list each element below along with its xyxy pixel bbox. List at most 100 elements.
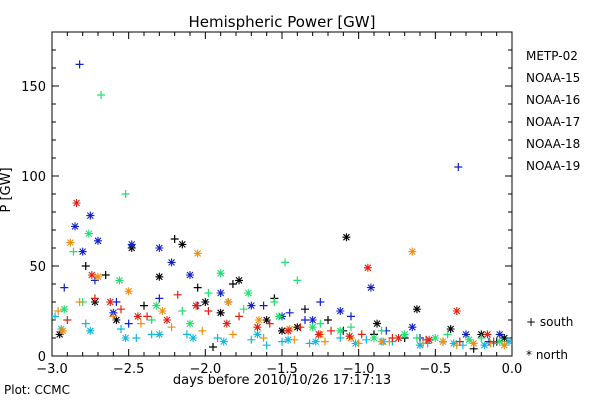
noaa-17-north-point [400,330,409,339]
noaa-17-south-point [178,307,187,315]
noaa-19-north-point [106,298,115,306]
metp-02-south-point [81,262,90,270]
noaa-19-north-point [163,316,171,324]
noaa-15-south-point [259,301,268,310]
noaa-17-north-point [274,312,283,321]
noaa-17-north-point [84,229,93,238]
noaa-19-south-point [327,326,336,335]
metp-02-south-point [193,283,202,292]
noaa-16-north-point [449,339,458,348]
noaa-17-north-point [60,305,69,314]
metp-02-north-point [216,308,225,317]
noaa-18-south-point [290,335,299,344]
noaa-19-north-point [394,334,403,342]
noaa-16-south-point [147,330,156,339]
noaa-16-north-point [480,341,489,350]
y-tick-label: 100 [21,170,46,185]
noaa-19-north-point [284,326,293,335]
noaa-18-north-point [158,307,167,315]
noaa-18-south-point [354,339,363,348]
noaa-18-north-point [500,341,509,350]
y-axis-label: P [GW] [0,167,14,212]
noaa-19-south-point [357,330,366,339]
noaa-19-north-point [314,330,323,339]
noaa-19-south-point [117,305,125,314]
noaa-17-south-point [69,247,78,256]
x-tick-label: −3.0 [36,362,68,377]
noaa-15-south-point [285,308,294,317]
noaa-16-north-point [253,330,262,339]
noaa-19-south-point [90,294,99,303]
metp-02-south-point [209,343,217,351]
noaa-17-south-point [281,258,290,267]
noaa-19-south-point [173,290,182,299]
noaa-15-north-point [495,330,504,339]
noaa-15-south-point [75,60,84,69]
noaa-17-north-point [495,337,504,346]
noaa-15-north-point [216,289,225,297]
noaa-16-south-point [336,334,345,342]
noaa-19-south-point [296,323,305,332]
metp-02-south-point [170,235,179,243]
noaa-15-north-point [366,283,375,292]
noaa-19-north-point [133,312,142,321]
noaa-16-south-point [262,341,271,350]
noaa-18-south-point [259,334,268,342]
plot-credit: Plot: CCMC [4,383,70,397]
noaa-15-north-point [336,307,345,315]
noaa-15-north-point [186,271,194,279]
noaa-19-north-point [363,263,372,272]
noaa-19-south-point [235,312,244,321]
noaa-18-north-point [94,272,102,281]
legend-entry: NOAA-16 [526,93,580,107]
noaa-16-north-point [416,341,424,350]
noaa-15-north-point [155,244,164,252]
x-tick-label: −0.5 [420,362,452,377]
metp-02-south-point [301,305,309,314]
metp-02-south-point [140,301,148,310]
noaa-17-south-point [204,289,213,297]
x-tick-label: −2.5 [113,362,145,377]
noaa-16-south-point [182,330,191,339]
noaa-18-north-point [255,316,263,324]
noaa-15-north-point [78,247,87,256]
noaa-17-south-point [443,330,452,339]
noaa-18-south-point [320,337,329,346]
noaa-15-south-point [347,312,355,321]
noaa-15-south-point [155,294,164,303]
noaa-16-south-point [117,325,125,333]
x-tick-label: −2.0 [190,362,222,377]
metp-02-north-point [262,316,271,324]
noaa-17-north-point [186,319,194,328]
marker-key-north: * north [526,348,568,362]
noaa-18-north-point [193,249,202,258]
noaa-16-north-point [189,334,198,342]
noaa-17-north-point [216,269,225,278]
x-tick-label: 0.0 [502,362,523,377]
noaa-19-south-point [265,319,274,328]
legend-entry: NOAA-19 [526,159,580,173]
noaa-17-south-point [121,190,130,198]
noaa-15-north-point [167,258,176,267]
noaa-19-south-point [143,312,152,321]
metp-02-north-point [201,298,210,306]
noaa-18-south-point [75,298,84,306]
noaa-15-north-point [127,240,136,249]
noaa-15-north-point [94,236,102,245]
metp-02-north-point [55,330,64,339]
noaa-16-north-point [284,335,293,344]
noaa-17-north-point [431,334,440,342]
metp-02-south-point [324,316,332,324]
noaa-15-north-point [71,222,79,231]
metp-02-north-point [178,240,187,249]
noaa-15-north-point [462,330,470,339]
noaa-19-north-point [425,335,434,344]
x-axis-label: days before 2010/10/26 17:17:13 [173,373,391,388]
noaa-18-north-point [377,337,386,346]
noaa-15-south-point [454,163,463,171]
noaa-16-north-point [219,337,228,346]
noaa-17-south-point [239,305,248,314]
noaa-18-south-point [167,323,176,332]
noaa-17-south-point [316,319,325,328]
noaa-15-north-point [86,211,95,220]
